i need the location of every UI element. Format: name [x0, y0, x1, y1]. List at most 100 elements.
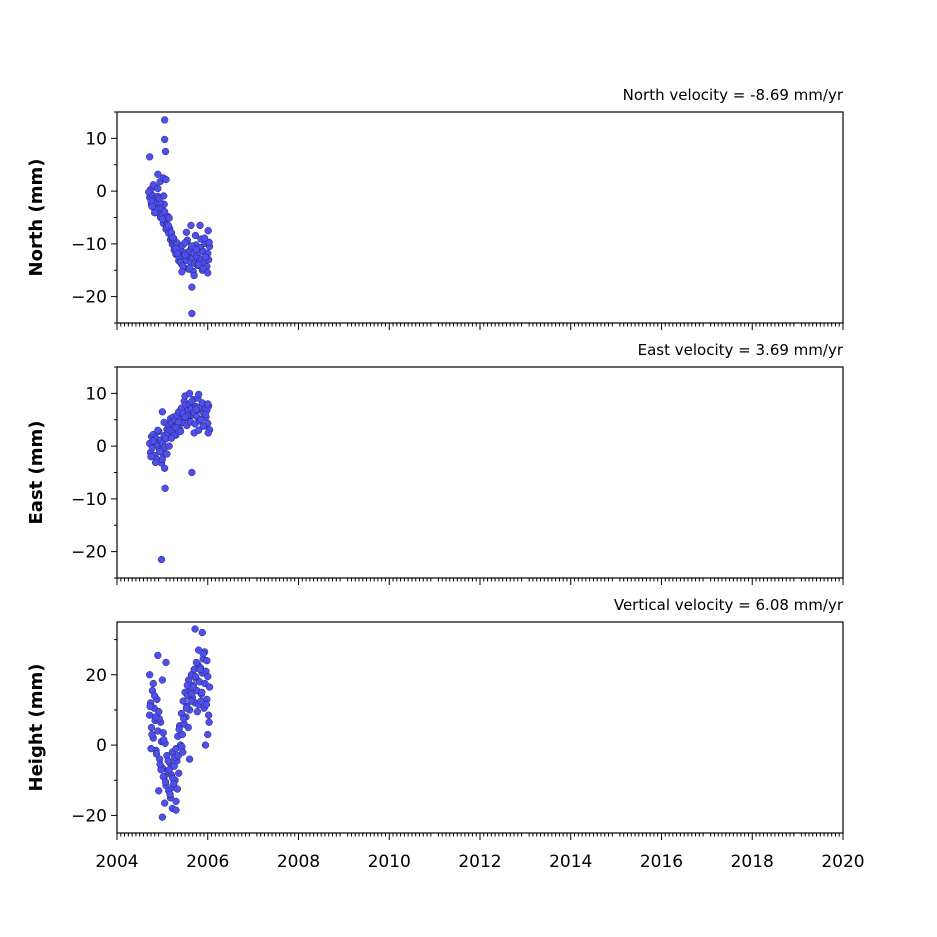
east-ytick-label: 0	[96, 437, 107, 457]
north-point	[160, 116, 169, 124]
height-point	[158, 813, 167, 821]
north-point	[148, 202, 156, 211]
north-point	[146, 153, 154, 161]
east-point	[147, 453, 155, 461]
north-point	[173, 249, 182, 258]
height-point	[187, 697, 195, 705]
height-point	[199, 650, 207, 658]
xtick-label: 2012	[458, 852, 501, 872]
north-point	[205, 238, 213, 246]
north-point	[151, 209, 159, 217]
height-point	[205, 711, 213, 719]
north-point	[200, 234, 209, 242]
height-point	[159, 773, 167, 781]
east-ylabel: East (mm)	[26, 421, 47, 525]
height-ylabel: Height (mm)	[26, 664, 47, 792]
xtick-label: 2014	[549, 852, 592, 872]
east-title: East velocity = 3.69 mm/yr	[638, 341, 844, 359]
height-point	[173, 785, 182, 793]
height-point	[196, 665, 204, 674]
height-point	[158, 676, 167, 684]
north-point	[196, 221, 204, 230]
north-point	[188, 309, 196, 318]
east-ytick-label: −10	[71, 490, 107, 510]
xtick-label: 2006	[186, 852, 229, 872]
north-point	[188, 283, 196, 291]
height-point	[160, 799, 169, 807]
east-point	[197, 416, 205, 424]
height-point	[170, 780, 178, 788]
north-point	[182, 228, 191, 236]
north-point	[154, 170, 162, 178]
east-points	[146, 389, 214, 564]
height-point	[156, 760, 164, 769]
east-point	[165, 442, 173, 450]
east-point	[163, 450, 171, 458]
height-point	[180, 715, 188, 723]
north-point	[192, 246, 201, 254]
height-point	[159, 729, 167, 737]
north-ytick-label: 0	[96, 182, 107, 202]
height-point	[172, 806, 180, 814]
north-point	[162, 175, 170, 184]
height-point	[188, 690, 196, 698]
xtick-label: 2010	[368, 852, 411, 872]
height-point	[178, 730, 186, 739]
height-point	[152, 750, 161, 758]
height-point	[165, 766, 173, 774]
height-frame	[116, 621, 844, 834]
height-points	[146, 625, 214, 821]
height-point	[197, 697, 205, 705]
height-point	[191, 672, 200, 681]
east-point	[149, 437, 157, 445]
east-point	[192, 405, 201, 413]
height-point	[204, 730, 212, 739]
north-point	[181, 251, 189, 259]
height-point	[147, 744, 155, 753]
height-point	[154, 651, 162, 660]
height-point	[203, 657, 211, 665]
north-point	[160, 208, 169, 216]
north-point	[158, 215, 167, 223]
east-panel: 10 0 −10 −20 East (mm) East velocity = 3.69 m…	[26, 341, 844, 585]
height-point	[198, 628, 206, 637]
north-frame	[116, 111, 844, 324]
height-point	[191, 625, 199, 633]
height-point	[172, 797, 180, 805]
east-point	[158, 455, 167, 463]
height-point	[204, 672, 212, 681]
height-point	[160, 736, 168, 744]
north-point	[187, 221, 195, 230]
east-point	[199, 422, 207, 430]
height-point	[192, 658, 201, 667]
height-panel: 20 0 −20 Height (mm) Vertical velocity = 6.0…	[26, 596, 844, 840]
height-point	[166, 790, 174, 798]
north-point	[199, 265, 207, 273]
height-title: Vertical velocity = 6.08 mm/yr	[614, 596, 844, 614]
height-point	[147, 723, 156, 732]
north-ytick-label: 10	[85, 129, 107, 149]
east-point	[160, 418, 168, 427]
east-point	[195, 426, 203, 434]
height-point	[201, 741, 210, 749]
north-point	[190, 271, 198, 280]
east-point	[185, 389, 194, 398]
east-point	[160, 464, 169, 472]
xtick-label: 2020	[821, 852, 864, 872]
north-point	[154, 184, 162, 193]
east-point	[201, 410, 210, 419]
north-points	[145, 116, 214, 318]
north-ylabel: North (mm)	[26, 159, 47, 277]
east-point	[181, 413, 189, 421]
height-point	[205, 683, 214, 691]
east-point	[204, 429, 212, 437]
xtick-label: 2018	[731, 852, 774, 872]
height-point	[155, 708, 163, 716]
east-ytick-label: 10	[85, 384, 107, 404]
east-point	[157, 555, 166, 564]
north-ytick-label: −10	[71, 235, 107, 255]
height-point	[146, 671, 154, 679]
north-point	[165, 214, 173, 222]
north-point	[185, 264, 194, 272]
north-point	[204, 269, 212, 277]
